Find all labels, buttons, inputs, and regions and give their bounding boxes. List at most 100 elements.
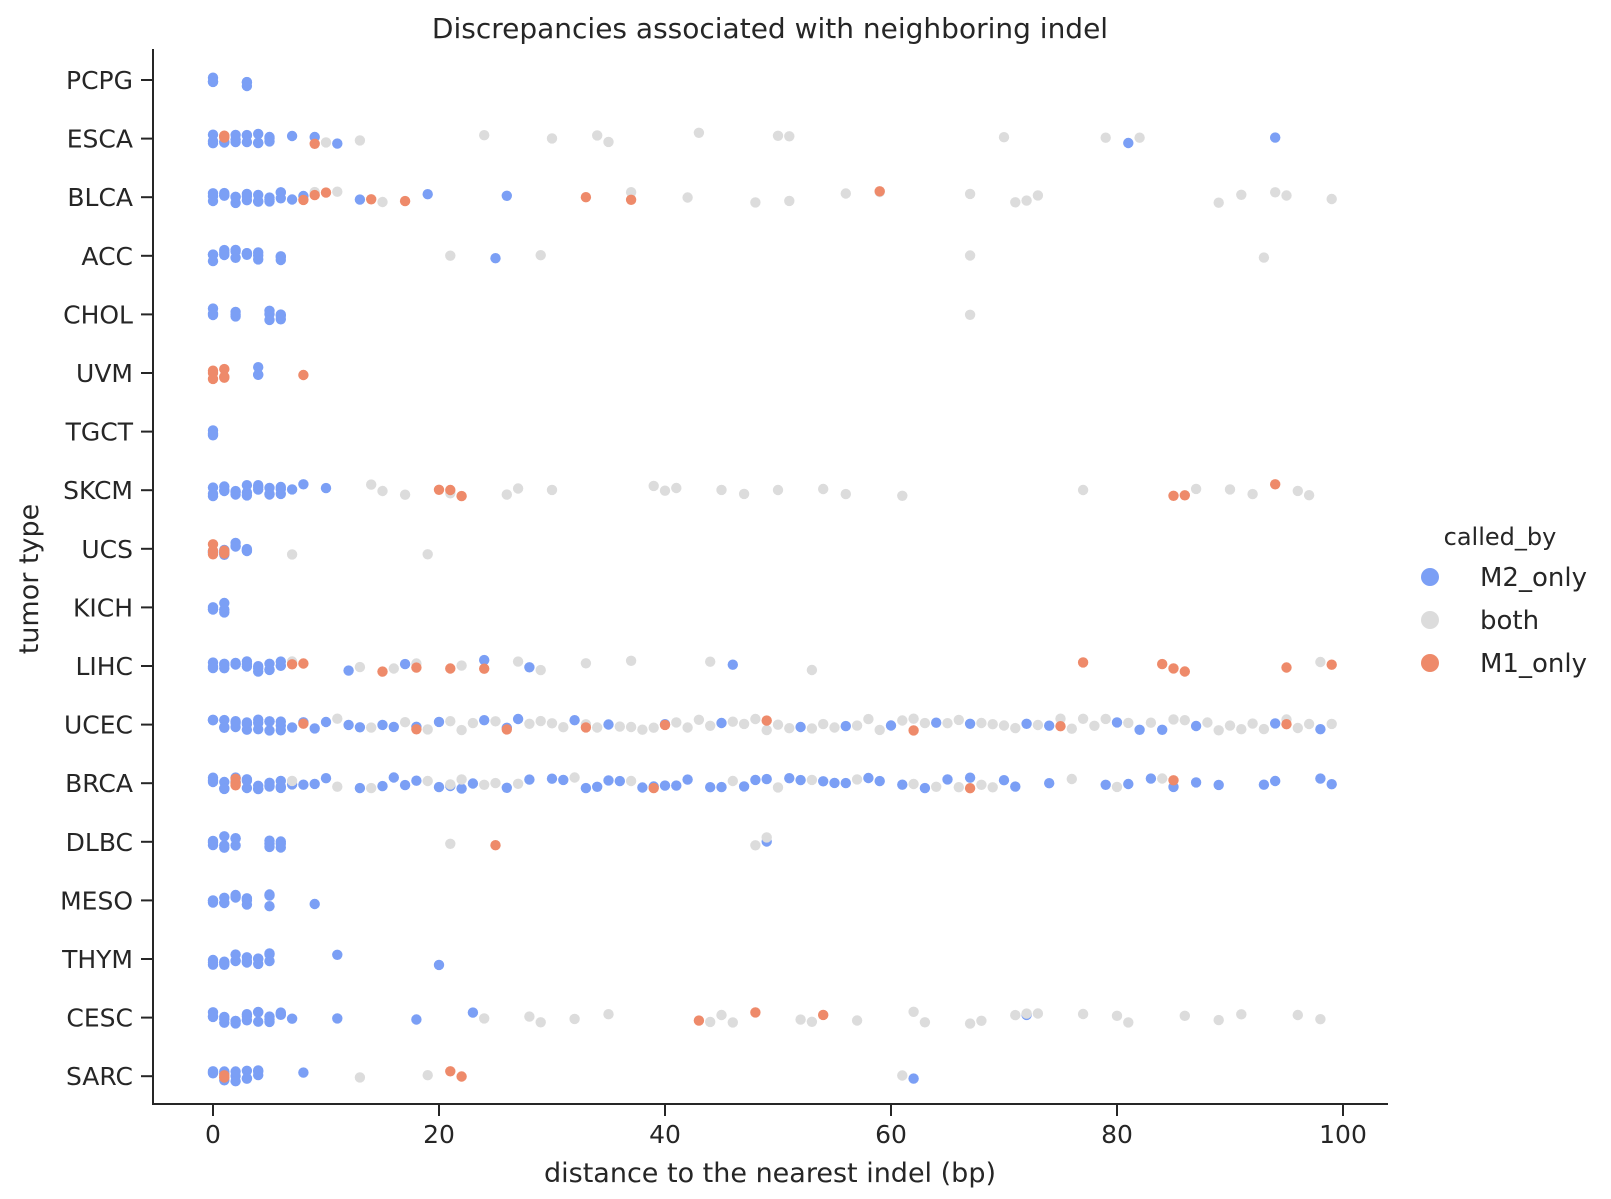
point-m2-only-brca bbox=[264, 780, 275, 791]
point-m2-only-sarc bbox=[241, 1073, 253, 1084]
point-m2-only-ucec bbox=[253, 717, 264, 729]
point-m2-only-ucec bbox=[512, 713, 524, 725]
point-both-skcm bbox=[501, 489, 512, 500]
point-both-ucec bbox=[976, 717, 987, 729]
y-axis-title: tumor type bbox=[14, 504, 45, 655]
point-m1-only-ucs bbox=[207, 545, 219, 556]
point-m2-only-blca bbox=[354, 194, 366, 205]
point-m2-only-skcm bbox=[286, 484, 298, 495]
point-both-cesc bbox=[569, 1013, 580, 1025]
point-m2-only-sarc bbox=[908, 1073, 919, 1084]
point-both-skcm bbox=[546, 484, 558, 496]
point-m1-only-ucec bbox=[1281, 719, 1292, 730]
y-tick-label-sarc: SARC bbox=[66, 1062, 133, 1091]
point-m2-only-brca bbox=[546, 773, 558, 784]
point-both-cesc bbox=[524, 1011, 535, 1022]
point-m2-only-blca bbox=[264, 194, 275, 205]
point-both-dlbc bbox=[761, 832, 772, 843]
point-both-skcm bbox=[1303, 490, 1315, 501]
point-m1-only-lihc bbox=[445, 663, 456, 674]
point-both-brca bbox=[456, 774, 467, 785]
point-both-blca bbox=[1021, 195, 1032, 206]
point-m2-only-ucec bbox=[1190, 720, 1202, 732]
point-m2-only-blca bbox=[253, 189, 264, 201]
point-m2-only-acc bbox=[253, 250, 264, 261]
point-m2-only-brca bbox=[1258, 779, 1270, 790]
point-both-ucec bbox=[942, 718, 953, 729]
point-m2-only-ucec bbox=[479, 715, 490, 726]
point-m2-only-acc bbox=[207, 255, 219, 267]
point-m2-only-brca bbox=[354, 782, 366, 794]
point-m1-only-lihc bbox=[1179, 666, 1191, 677]
point-both-lihc bbox=[354, 661, 366, 673]
y-tick-label-acc: ACC bbox=[81, 242, 133, 271]
point-m2-only-skcm bbox=[253, 484, 264, 495]
point-m1-only-uvm bbox=[219, 371, 230, 382]
point-m2-only-brca bbox=[1315, 773, 1326, 784]
point-m2-only-esca bbox=[230, 134, 241, 145]
point-m1-only-blca bbox=[874, 186, 885, 197]
point-both-sarc bbox=[897, 1070, 908, 1081]
point-m2-only-brca bbox=[207, 776, 219, 788]
point-m2-only-brca bbox=[1326, 779, 1337, 790]
point-m2-only-meso bbox=[264, 890, 275, 901]
point-both-cesc bbox=[851, 1015, 863, 1026]
point-both-lihc bbox=[512, 656, 524, 667]
point-both-ucec bbox=[456, 724, 467, 736]
point-both-ucec bbox=[1089, 720, 1100, 731]
point-both-ucec bbox=[399, 717, 411, 728]
point-m2-only-ucec bbox=[931, 717, 942, 728]
point-m2-only-ucec bbox=[1134, 724, 1145, 735]
point-m2-only-sarc bbox=[253, 1066, 264, 1078]
point-both-ucec bbox=[1077, 713, 1089, 724]
point-m2-only-ucec bbox=[377, 719, 388, 731]
point-both-cesc bbox=[908, 1006, 919, 1017]
point-both-skcm bbox=[659, 485, 671, 496]
point-both-lihc bbox=[1315, 656, 1326, 668]
point-both-ucec bbox=[648, 722, 659, 733]
point-both-dlbc bbox=[445, 838, 456, 849]
point-both-ucec bbox=[1123, 717, 1134, 729]
point-m2-only-ucec bbox=[264, 716, 275, 727]
point-both-blca bbox=[1032, 190, 1044, 201]
point-both-brca bbox=[1111, 781, 1123, 793]
point-both-ucec bbox=[1292, 722, 1304, 734]
point-both-esca bbox=[772, 130, 784, 141]
point-m2-only-chol bbox=[264, 314, 275, 326]
x-axis-title: distance to the nearest indel (bp) bbox=[544, 1158, 996, 1189]
point-m2-only-blca bbox=[501, 190, 512, 201]
point-both-brca bbox=[569, 772, 580, 783]
point-both-ucs bbox=[286, 549, 298, 560]
point-m2-only-ucec bbox=[286, 722, 298, 733]
point-m1-only-blca bbox=[298, 194, 309, 206]
point-m2-only-dlbc bbox=[219, 831, 230, 842]
point-both-skcm bbox=[648, 480, 659, 492]
point-both-ucec bbox=[1010, 722, 1021, 734]
point-m2-only-brca bbox=[501, 782, 512, 793]
point-m2-only-brca bbox=[592, 781, 603, 792]
point-m2-only-lihc bbox=[399, 658, 411, 670]
point-both-lihc bbox=[806, 664, 818, 676]
point-m2-only-skcm bbox=[275, 483, 286, 495]
point-m2-only-cesc bbox=[467, 1007, 479, 1018]
point-both-esca bbox=[1100, 132, 1111, 143]
point-both-ucec bbox=[1224, 720, 1236, 731]
point-both-ucec bbox=[693, 714, 705, 725]
point-m2-only-cesc bbox=[275, 1007, 286, 1018]
point-both-brca bbox=[366, 782, 377, 794]
point-m2-only-ucec bbox=[275, 725, 286, 736]
point-both-blca bbox=[1236, 189, 1247, 200]
point-m2-only-lihc bbox=[275, 656, 286, 667]
point-m2-only-thym bbox=[332, 949, 343, 960]
point-m2-only-blca bbox=[286, 194, 298, 205]
point-both-skcm bbox=[671, 482, 682, 494]
point-both-ucec bbox=[332, 713, 343, 724]
point-m2-only-ucec bbox=[840, 720, 851, 732]
point-both-cesc bbox=[479, 1013, 490, 1024]
point-m2-only-brca bbox=[1100, 779, 1111, 790]
point-both-lihc bbox=[388, 663, 399, 674]
point-both-brca bbox=[445, 779, 456, 790]
point-m2-only-cesc bbox=[253, 1016, 264, 1027]
